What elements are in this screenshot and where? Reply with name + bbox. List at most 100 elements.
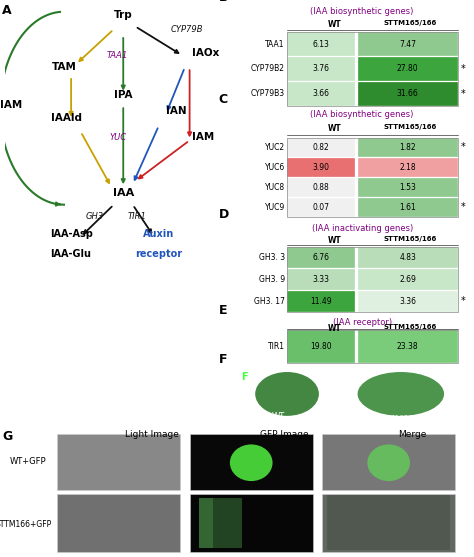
Text: *: * (461, 142, 466, 152)
Text: YUC9: YUC9 (264, 203, 285, 212)
Bar (190, 494, 313, 552)
Text: 2.69: 2.69 (399, 275, 416, 284)
Bar (287, 138, 458, 217)
Text: 1.53: 1.53 (399, 183, 416, 192)
Bar (357, 178, 458, 197)
Bar (287, 82, 356, 105)
Text: *: * (461, 202, 466, 212)
Text: STTM166+GFP: STTM166+GFP (0, 520, 52, 529)
Ellipse shape (357, 372, 444, 416)
Text: IAM: IAM (192, 133, 214, 143)
Text: D: D (219, 208, 229, 221)
Bar (287, 32, 458, 105)
Text: YUC: YUC (109, 133, 126, 143)
Text: IPA: IPA (114, 90, 133, 100)
Text: GH3: GH3 (85, 212, 103, 221)
Text: STTM165/166: STTM165/166 (383, 236, 437, 242)
Bar (322, 494, 455, 552)
Text: 1.61: 1.61 (399, 203, 416, 212)
Bar (287, 330, 356, 363)
Text: TIR1: TIR1 (268, 342, 285, 351)
Bar (287, 291, 356, 312)
Bar (287, 198, 356, 217)
Text: (IAA receptor): (IAA receptor) (333, 318, 392, 327)
Text: IAN: IAN (166, 106, 187, 116)
Text: 3.66: 3.66 (313, 89, 330, 98)
Text: B: B (219, 0, 228, 3)
Text: GFP Image: GFP Image (260, 430, 309, 439)
Text: STTM165/166: STTM165/166 (383, 124, 437, 130)
Bar (357, 82, 458, 105)
Text: YUC8: YUC8 (264, 183, 285, 192)
Bar (287, 178, 356, 197)
Bar (357, 291, 458, 312)
Text: 7.47: 7.47 (399, 40, 416, 48)
Text: YUC2: YUC2 (264, 143, 285, 152)
Text: receptor: receptor (135, 250, 182, 260)
Bar (357, 268, 458, 290)
Text: WT+GFP: WT+GFP (10, 457, 47, 466)
Bar (209, 498, 242, 548)
Ellipse shape (230, 444, 273, 481)
Text: Merge: Merge (398, 430, 427, 439)
Text: 2.18: 2.18 (399, 163, 416, 172)
Text: WT: WT (271, 412, 284, 422)
Bar (357, 198, 458, 217)
Text: IAM: IAM (0, 100, 22, 110)
Text: E: E (219, 304, 228, 316)
Text: TIR1: TIR1 (128, 212, 147, 221)
Bar (357, 330, 458, 363)
Bar (199, 498, 213, 548)
Text: CYP79B: CYP79B (171, 25, 203, 34)
Bar (357, 158, 458, 177)
Text: 23.38: 23.38 (397, 342, 419, 351)
Text: 31.66: 31.66 (397, 89, 419, 98)
Text: YUC6: YUC6 (264, 163, 285, 172)
Bar (57, 434, 180, 490)
Text: IAOx: IAOx (192, 47, 219, 57)
Text: GH3. 17: GH3. 17 (254, 297, 285, 306)
Text: 0.07: 0.07 (313, 203, 330, 212)
Text: 1.82: 1.82 (399, 143, 416, 152)
Text: 3.33: 3.33 (313, 275, 330, 284)
Text: 3.36: 3.36 (399, 297, 416, 306)
Ellipse shape (367, 444, 410, 481)
Text: C: C (219, 94, 228, 106)
Text: *: * (461, 89, 466, 99)
Text: Trp: Trp (114, 11, 133, 21)
Text: 4.83: 4.83 (399, 253, 416, 262)
Text: IAA-Glu: IAA-Glu (51, 250, 91, 260)
Text: (IAA biosynthetic genes): (IAA biosynthetic genes) (310, 7, 414, 16)
Bar (327, 496, 450, 550)
Text: CYP79B3: CYP79B3 (251, 89, 285, 98)
Text: F: F (242, 372, 248, 382)
Bar (287, 247, 458, 312)
Text: A: A (2, 4, 12, 17)
Text: 0.88: 0.88 (313, 183, 329, 192)
Text: WT: WT (328, 324, 342, 333)
Bar (287, 32, 356, 56)
Text: WT: WT (328, 124, 342, 133)
Text: Auxin: Auxin (143, 229, 174, 239)
Text: 3.90: 3.90 (313, 163, 330, 172)
Text: TAA1: TAA1 (107, 51, 128, 61)
Text: 11.49: 11.49 (310, 297, 332, 306)
Text: GH3. 3: GH3. 3 (259, 253, 285, 262)
Text: GH3. 9: GH3. 9 (259, 275, 285, 284)
Bar (287, 247, 356, 268)
Text: 6.76: 6.76 (313, 253, 330, 262)
Bar (57, 494, 180, 552)
Text: TAA1: TAA1 (265, 40, 285, 48)
Text: F: F (219, 354, 228, 367)
Text: IAA-Asp: IAA-Asp (50, 229, 92, 239)
Text: IAAld: IAAld (51, 114, 82, 123)
Ellipse shape (255, 372, 319, 416)
Text: CYP79B2: CYP79B2 (251, 65, 285, 74)
Bar (287, 330, 458, 363)
Text: IAA: IAA (113, 188, 134, 198)
Bar (357, 57, 458, 81)
Text: STTM165/166: STTM165/166 (383, 324, 437, 330)
Bar (322, 434, 455, 490)
Text: 3.76: 3.76 (313, 65, 330, 74)
Bar (287, 138, 356, 157)
